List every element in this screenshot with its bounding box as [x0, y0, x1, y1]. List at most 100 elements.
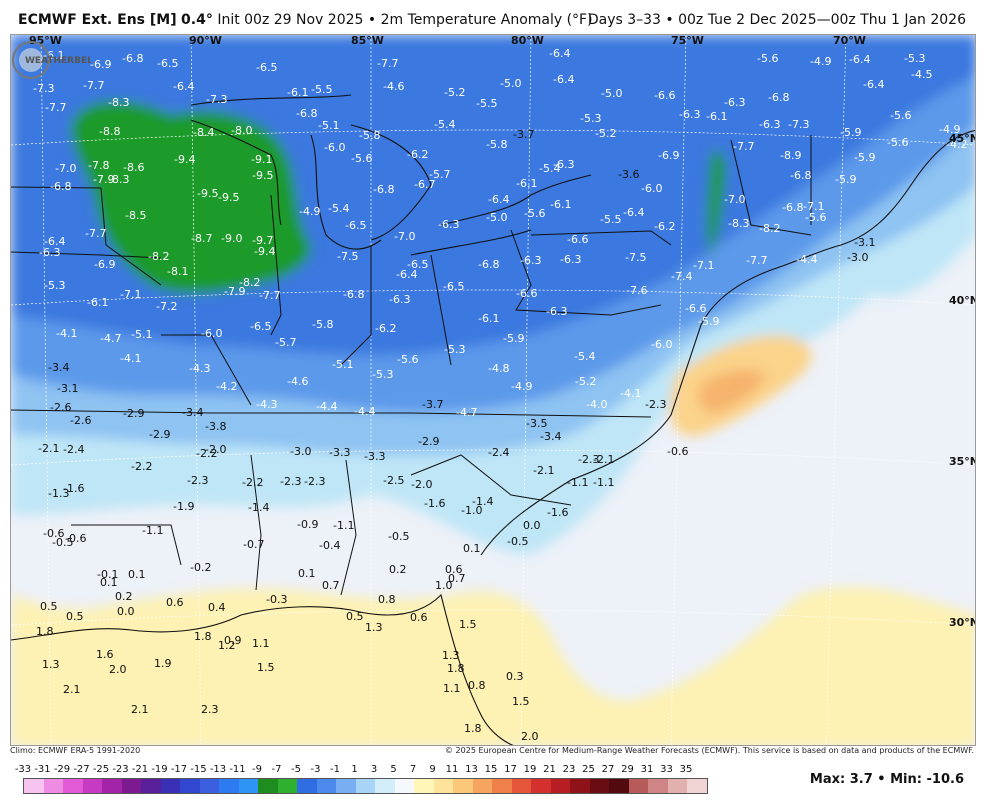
anomaly-value: 1.3 — [365, 621, 383, 634]
anomaly-value: -5.6 — [805, 211, 826, 224]
anomaly-value: -5.4 — [328, 202, 349, 215]
colorbar-swatch — [531, 779, 551, 793]
anomaly-value: -8.2 — [759, 222, 780, 235]
anomaly-value: -5.8 — [359, 129, 380, 142]
max-label: Max: — [809, 772, 846, 787]
model-version: 0.4° — [181, 12, 213, 28]
anomaly-value: 0.2 — [115, 590, 133, 603]
colorbar-swatch — [297, 779, 317, 793]
colorbar-swatch — [628, 779, 648, 793]
anomaly-value: -5.4 — [434, 118, 455, 131]
colorbar-swatch — [316, 779, 336, 793]
anomaly-value: -7.7 — [377, 57, 398, 70]
lon-label-90w: 90°W — [189, 35, 222, 47]
anomaly-value: -7.0 — [394, 230, 415, 243]
anomaly-value: -7.5 — [337, 250, 358, 263]
anomaly-value: 2.1 — [131, 703, 149, 716]
anomaly-value: 1.5 — [459, 618, 477, 631]
anomaly-value: -6.3 — [389, 293, 410, 306]
anomaly-value: -6.1 — [516, 177, 537, 190]
lat-label-45n: 45°N — [949, 132, 976, 145]
anomaly-value: -6.0 — [641, 182, 662, 195]
anomaly-value: -4.1 — [56, 327, 77, 340]
colorbar-swatch — [336, 779, 356, 793]
anomaly-value: -7.2 — [156, 300, 177, 313]
logo-text: WEATHERBELL — [25, 56, 91, 66]
anomaly-value: -4.9 — [299, 205, 320, 218]
anomaly-value: -3.6 — [618, 168, 639, 181]
anomaly-value: -2.0 — [411, 478, 432, 491]
anomaly-value: -5.3 — [580, 112, 601, 125]
anomaly-value: -0.5 — [388, 530, 409, 543]
anomaly-value: -7.0 — [55, 162, 76, 175]
anomaly-value: -6.2 — [654, 220, 675, 233]
anomaly-value: 1.9 — [154, 657, 172, 670]
anomaly-value: -0.6 — [65, 532, 86, 545]
colorbar-swatch — [277, 779, 297, 793]
anomaly-value: -2.2 — [131, 460, 152, 473]
anomaly-value: -3.3 — [364, 450, 385, 463]
anomaly-value: -5.7 — [275, 336, 296, 349]
anomaly-value: -7.3 — [206, 93, 227, 106]
anomaly-value: -6.4 — [396, 268, 417, 281]
anomaly-value: -9.4 — [174, 153, 195, 166]
anomaly-value: -6.2 — [375, 322, 396, 335]
lon-label-80w: 80°W — [511, 35, 544, 47]
anomaly-value: -6.8 — [50, 180, 71, 193]
anomaly-value: -2.6 — [70, 414, 91, 427]
colorbar-swatch — [687, 779, 707, 793]
colorbar-swatch — [238, 779, 258, 793]
anomaly-value: -6.1 — [706, 110, 727, 123]
state-boundaries — [11, 135, 812, 596]
anomaly-value: -6.5 — [256, 61, 277, 74]
anomaly-value: -4.9 — [511, 380, 532, 393]
colorbar-swatch — [414, 779, 434, 793]
colorbar-swatch — [511, 779, 531, 793]
init-time: Init 00z 29 Nov 2025 — [217, 12, 364, 28]
colorbar-tick: -23 — [112, 764, 129, 775]
anomaly-value: -8.3 — [108, 96, 129, 109]
anomaly-value: -7.9 — [93, 173, 114, 186]
map-title: ECMWF Ext. Ens [M] 0.4° Init 00z 29 Nov … — [18, 12, 593, 28]
anomaly-value: -7.1 — [693, 259, 714, 272]
colorbar-swatch — [219, 779, 239, 793]
anomaly-value: -6.3 — [724, 96, 745, 109]
anomaly-value: -5.2 — [595, 127, 616, 140]
anomaly-value: -2.5 — [383, 474, 404, 487]
colorbar-swatch — [43, 779, 63, 793]
anomaly-value: -7.8 — [88, 159, 109, 172]
anomaly-value: -5.1 — [318, 119, 339, 132]
anomaly-value: -6.1 — [478, 312, 499, 325]
anomaly-value: -5.6 — [890, 109, 911, 122]
colorbar-swatch — [180, 779, 200, 793]
anomaly-value: -1.3 — [48, 487, 69, 500]
max-min-stats: Max: 3.7 • Min: -10.6 — [810, 772, 964, 787]
anomaly-value: 1.8 — [464, 722, 482, 735]
anomaly-value: -3.1 — [57, 382, 78, 395]
colorbar-swatch — [472, 779, 492, 793]
anomaly-value: -8.7 — [191, 232, 212, 245]
anomaly-value: -4.4 — [316, 400, 337, 413]
colorbar-swatch — [375, 779, 395, 793]
anomaly-value: -6.4 — [863, 78, 884, 91]
anomaly-value: -5.3 — [372, 368, 393, 381]
anomaly-value: -5.2 — [575, 375, 596, 388]
anomaly-value: -2.1 — [593, 453, 614, 466]
colorbar-swatch — [453, 779, 473, 793]
anomaly-value: 0.6 — [445, 563, 463, 576]
anomaly-value: -4.3 — [189, 362, 210, 375]
anomaly-value: 0.6 — [166, 596, 184, 609]
anomaly-value: -4.6 — [287, 375, 308, 388]
anomaly-value: -9.5 — [197, 187, 218, 200]
anomaly-value: -3.7 — [513, 128, 534, 141]
coastlines — [11, 94, 975, 745]
anomaly-value: -2.3 — [187, 474, 208, 487]
colorbar-tick: 11 — [445, 764, 459, 775]
anomaly-value: 2.3 — [201, 703, 219, 716]
colorbar-tick: -5 — [291, 764, 301, 775]
anomaly-value: -7.0 — [724, 193, 745, 206]
anomaly-value: -6.3 — [759, 118, 780, 131]
colorbar-tick: 27 — [601, 764, 615, 775]
anomaly-value: -3.1 — [854, 236, 875, 249]
anomaly-value: -6.6 — [654, 89, 675, 102]
